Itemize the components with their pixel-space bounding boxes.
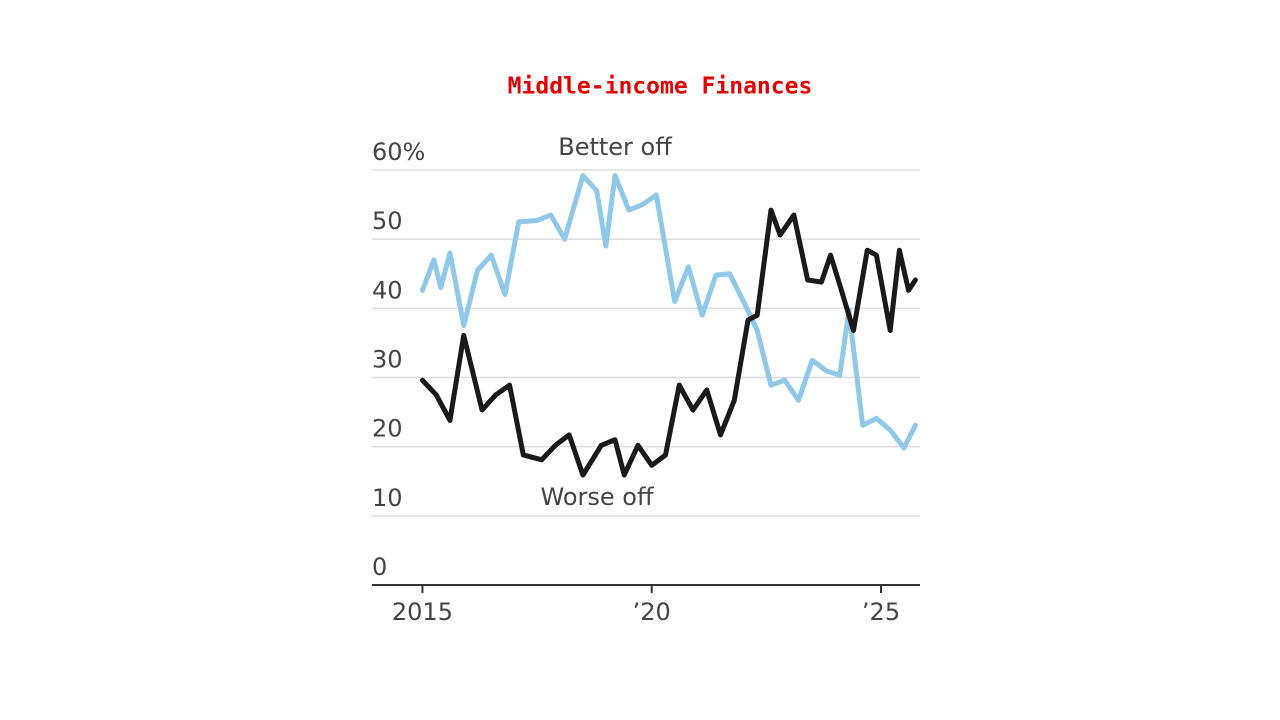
y-tick-label: 0: [372, 553, 387, 581]
line-series: [419, 173, 918, 451]
y-tick-label: 60%: [372, 138, 425, 166]
line-series: [419, 207, 918, 478]
chart-title: Middle-income Finances: [508, 74, 813, 100]
y-tick-label: 30: [372, 346, 403, 374]
series-label: Better off: [558, 133, 672, 161]
y-tick-label: 40: [372, 276, 403, 304]
series-label: Worse off: [541, 483, 654, 511]
y-tick-label: 50: [372, 207, 403, 235]
y-tick-label: 20: [372, 415, 403, 443]
x-tick-label: ’25: [862, 598, 900, 626]
y-tick-label: 10: [372, 484, 403, 512]
x-tick-label: 2015: [392, 598, 453, 626]
x-tick-label: ’20: [633, 598, 671, 626]
